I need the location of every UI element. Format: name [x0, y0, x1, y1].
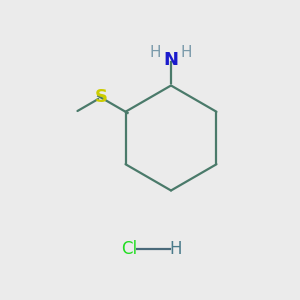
Text: N: N	[164, 51, 178, 69]
Text: H: H	[150, 45, 161, 60]
Text: Cl: Cl	[121, 240, 137, 258]
Text: H: H	[181, 45, 192, 60]
Text: S: S	[94, 88, 107, 106]
Text: H: H	[169, 240, 182, 258]
